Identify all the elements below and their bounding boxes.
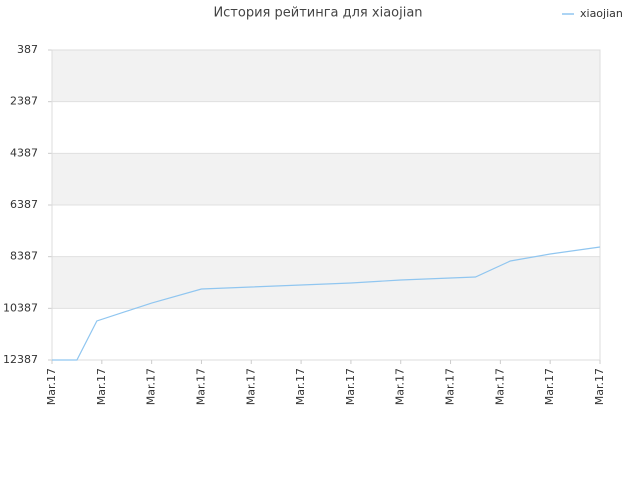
y-tick-label: 8387	[10, 250, 38, 263]
x-tick-label: Mar.17	[45, 368, 58, 405]
band	[52, 50, 600, 102]
x-tick-label: Mar.17	[344, 368, 357, 405]
chart-title: История рейтинга для xiaojian	[213, 6, 422, 21]
x-tick-label: Mar.17	[95, 368, 108, 405]
y-tick-label: 4387	[10, 146, 38, 159]
x-tick-label: Mar.17	[593, 368, 606, 405]
plot-frame	[51, 49, 601, 361]
x-tick-label: Mar.17	[244, 368, 257, 405]
x-tick-label: Mar.17	[194, 368, 207, 405]
x-tick-label: Mar.17	[444, 368, 457, 405]
band	[52, 101, 600, 154]
band	[52, 205, 600, 257]
x-tick-label: Mar.17	[394, 368, 407, 405]
y-tick-label: 387	[17, 43, 38, 56]
x-tick-label: Mar.17	[294, 368, 307, 405]
x-tick-label: Mar.17	[493, 368, 506, 405]
band	[52, 256, 600, 309]
band	[52, 153, 600, 205]
y-tick-label: 6387	[10, 198, 38, 211]
x-tick-label: Mar.17	[145, 368, 158, 405]
y-tick-label: 2387	[10, 95, 38, 108]
y-tick-label: 12387	[3, 353, 38, 366]
series-line	[52, 246, 601, 361]
legend-label: xiaojian	[580, 7, 623, 20]
y-tick-label: 10387	[3, 301, 38, 314]
band	[52, 308, 600, 360]
x-tick-label: Mar.17	[543, 368, 556, 405]
